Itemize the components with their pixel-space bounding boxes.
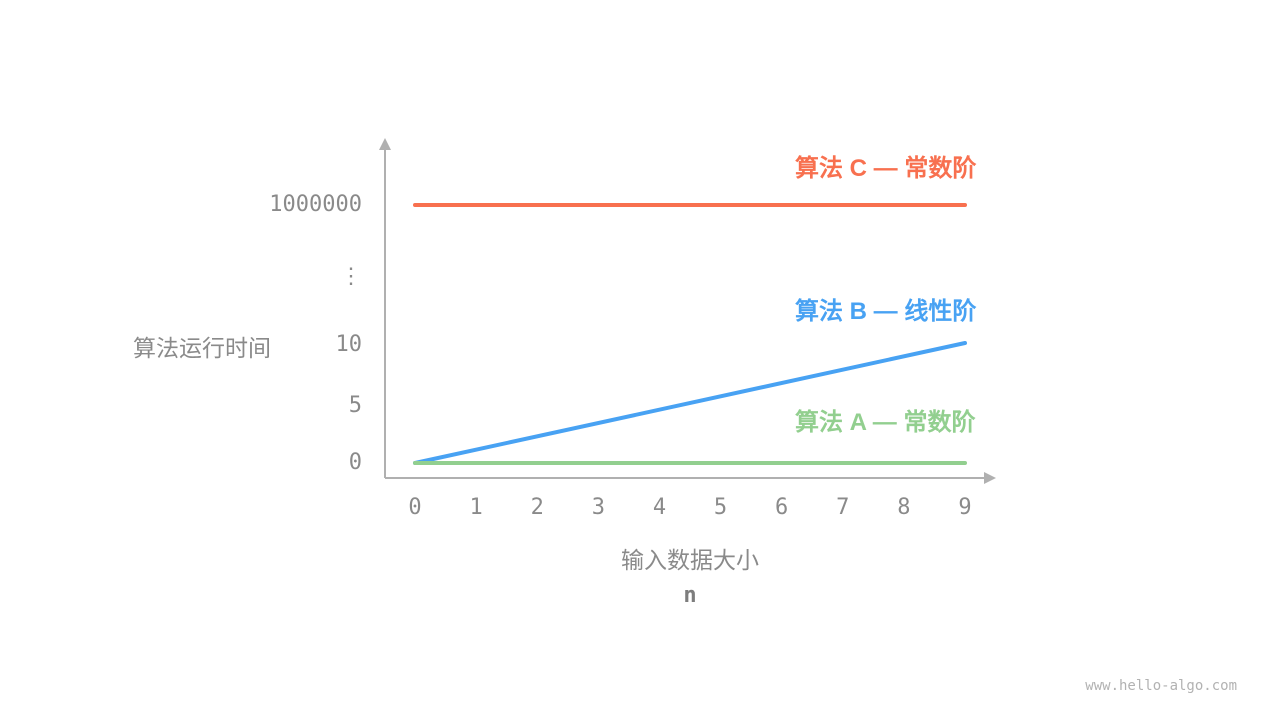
x-axis-arrow-icon [984,472,996,484]
y-tick-label-3: 5 [348,393,362,418]
x-axis-title: 输入数据大小 [621,547,759,573]
y-tick-label-4: 0 [348,450,362,475]
series-line-1 [413,341,967,465]
x-tick-label-5: 5 [713,495,728,520]
x-tick-label-2: 2 [530,495,544,520]
legend-label-series-1: 算法 B — 线性阶 [795,298,977,325]
watermark: www.hello-algo.com [1085,678,1237,694]
x-tick-label-3: 3 [591,495,605,520]
x-tick-label-6: 6 [775,495,789,520]
x-tick-label-8: 8 [897,495,911,520]
x-axis-variable-label: n [683,583,697,608]
y-axis-arrow-icon [379,138,391,150]
x-tick-label-1: 1 [469,495,483,520]
y-axis-title: 算法运行时间 [133,335,271,361]
legend-label-series-0: 算法 C — 常数阶 [795,155,977,182]
y-tick-label-2: 10 [335,332,363,357]
y-tick-label-1: ⋮ [340,264,362,289]
x-tick-label-4: 4 [652,495,667,520]
y-tick-label-0: 1000000 [269,192,362,217]
x-tick-label-7: 7 [836,495,850,520]
x-tick-label-9: 9 [958,495,972,520]
legend-label-series-2: 算法 A — 常数阶 [795,409,976,436]
x-tick-label-0: 0 [408,495,422,520]
